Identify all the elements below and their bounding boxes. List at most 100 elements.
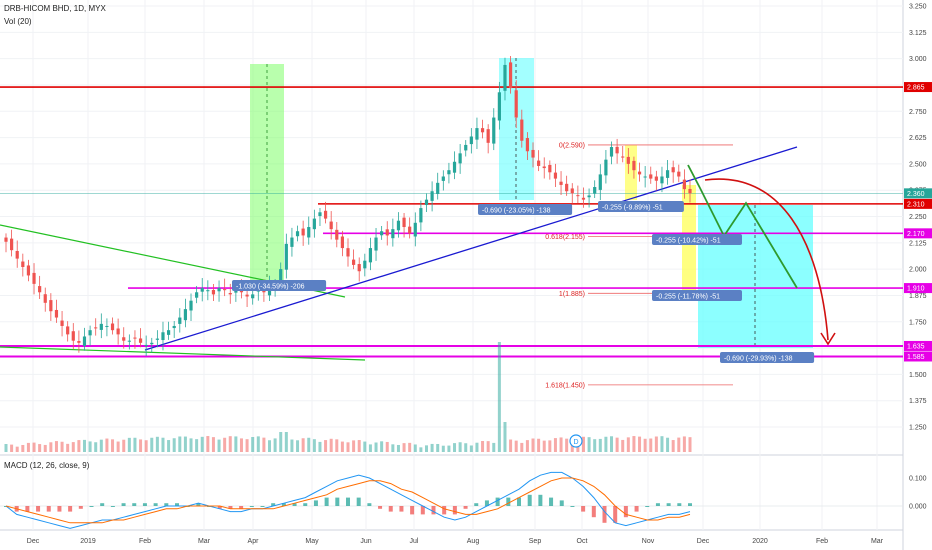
price-badge-text: 1.585 xyxy=(907,354,925,361)
price-badge: 2.310 xyxy=(904,198,932,209)
candle-body xyxy=(520,119,524,141)
candle-body xyxy=(525,138,530,152)
macd-histogram-bar xyxy=(549,497,554,506)
candle-body xyxy=(475,128,479,140)
macd-histogram-bar xyxy=(110,506,115,507)
volume-bar xyxy=(256,436,260,452)
candle-body xyxy=(110,323,115,331)
time-tick-label: Sep xyxy=(529,538,542,545)
volume-bar xyxy=(537,438,541,452)
macd-histogram-bar xyxy=(410,506,415,515)
macd-histogram-bar xyxy=(89,506,94,507)
candle-body xyxy=(492,117,496,144)
volume-bar xyxy=(430,443,434,452)
candle-body xyxy=(548,164,552,173)
volume-bar xyxy=(189,438,193,452)
candle-body xyxy=(307,227,311,238)
chart-title[interactable]: DRB-HICOM BHD, 1D, MYX xyxy=(4,4,106,13)
macd-histogram-bar xyxy=(452,506,457,515)
volume-bar xyxy=(228,436,232,452)
macd-histogram-bar xyxy=(645,506,650,507)
candle-body xyxy=(340,236,344,249)
candle-body xyxy=(626,156,630,164)
measure-badge: -1.030 (-34.59%) -206 xyxy=(232,280,327,291)
candle-body xyxy=(391,229,395,239)
candle-body xyxy=(323,210,328,219)
candle-body xyxy=(385,229,389,236)
volume-bar xyxy=(610,436,614,452)
volume-bar xyxy=(105,438,109,452)
candle-body xyxy=(318,212,322,217)
macd-histogram-bar xyxy=(164,503,169,506)
volume-bar xyxy=(441,445,445,452)
candle-body xyxy=(155,338,159,340)
measure-badge: -0.690 (-23.05%) -138 xyxy=(478,204,573,215)
volume-bar xyxy=(475,442,479,452)
macd-histogram-bar xyxy=(399,506,404,512)
candle-body xyxy=(312,218,316,230)
volume-bar xyxy=(71,442,75,452)
volume-bar xyxy=(520,442,524,452)
volume-bar xyxy=(368,444,372,452)
price-tick-label: 1.250 xyxy=(909,425,927,432)
macd-histogram-bar xyxy=(559,500,564,506)
macd-histogram-bar xyxy=(175,503,179,506)
macd-histogram-bar xyxy=(688,503,692,506)
candle-body xyxy=(621,156,625,158)
volume-bar xyxy=(396,444,400,452)
price-badge-text: 2.865 xyxy=(907,85,925,92)
candle-body xyxy=(77,341,81,343)
macd-histogram-bar xyxy=(356,497,361,506)
volume-bar xyxy=(234,436,238,452)
volume-bar xyxy=(677,437,681,452)
volume-bar xyxy=(26,442,30,452)
price-tick-label: 2.625 xyxy=(909,135,927,142)
price-tick-label: 1.750 xyxy=(909,319,927,326)
candle-body xyxy=(480,128,485,133)
candle-body xyxy=(430,191,434,201)
macd-histogram-bar xyxy=(281,503,286,506)
fib-label: 0(2.590) xyxy=(559,142,585,149)
macd-histogram-bar xyxy=(666,503,671,506)
volume-bar xyxy=(649,438,653,452)
volume-bar xyxy=(4,444,8,452)
volume-bar xyxy=(94,442,98,452)
candle-body xyxy=(587,195,591,198)
time-tick-label: Apr xyxy=(248,538,260,545)
measure-badge-text: -0.690 (-29.93%) -138 xyxy=(724,356,793,363)
macd-histogram-bar xyxy=(57,506,62,512)
volume-bar xyxy=(324,440,328,452)
candle-body xyxy=(368,248,373,263)
volume-bar xyxy=(49,442,53,452)
macd-histogram-bar xyxy=(495,497,500,506)
volume-bar xyxy=(195,439,199,452)
volume-bar xyxy=(660,436,664,452)
volume-bar xyxy=(346,442,350,452)
macd-histogram-bar xyxy=(249,506,254,507)
volume-bar xyxy=(318,441,322,452)
candle-body xyxy=(553,172,558,179)
candle-body xyxy=(396,220,401,231)
macd-histogram-bar xyxy=(527,494,532,506)
macd-histogram-bar xyxy=(602,506,607,523)
candle-body xyxy=(380,231,384,236)
macd-histogram-bar xyxy=(239,506,244,509)
macd-histogram-bar xyxy=(228,506,233,509)
volume-label[interactable]: Vol (20) xyxy=(4,17,32,26)
volume-bar xyxy=(284,432,288,452)
volume-bar xyxy=(82,439,86,452)
candle-body xyxy=(615,146,619,154)
volume-bar xyxy=(643,438,647,452)
macd-label[interactable]: MACD (12, 26, close, 9) xyxy=(4,461,90,470)
volume-bar xyxy=(671,440,675,452)
candle-body xyxy=(660,176,664,184)
volume-bar xyxy=(167,440,171,452)
candle-body xyxy=(38,286,42,293)
price-badge: 1.635 xyxy=(904,340,932,351)
volume-bar xyxy=(307,437,311,452)
price-badge: 1.585 xyxy=(904,351,932,362)
candle-body xyxy=(88,330,92,336)
volume-bar xyxy=(178,436,182,452)
candle-body xyxy=(464,144,468,151)
